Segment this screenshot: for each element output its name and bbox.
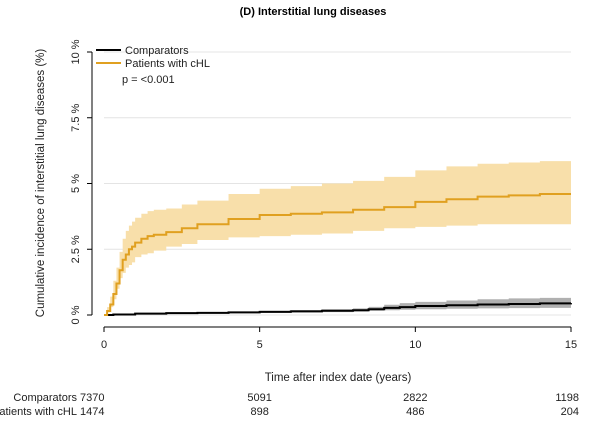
series-line-chl <box>104 193 571 316</box>
risk-row-label: Patients with cHL <box>0 406 77 418</box>
x-axis-label: Time after index date (years) <box>265 372 412 384</box>
series-line-comparators <box>104 302 572 316</box>
risk-value: 5091 <box>247 392 271 404</box>
x-tick-label: 0 <box>101 339 107 351</box>
risk-row-label: Comparators <box>13 392 77 404</box>
y-tick-label: 5 % <box>70 174 82 193</box>
y-axis-label: Cumulative incidence of interstitial lun… <box>35 49 47 318</box>
y-tick-label: 7.5 % <box>70 103 82 131</box>
legend-label-comparators: Comparators <box>125 45 189 57</box>
risk-value: 486 <box>406 406 424 418</box>
risk-value: 2822 <box>403 392 427 404</box>
risk-value: 1198 <box>555 392 579 404</box>
p-value-annotation: p = <0.001 <box>122 74 175 86</box>
risk-value: 1474 <box>80 406 104 418</box>
x-tick-label: 15 <box>565 339 577 351</box>
x-axis-ticks: 0 5 10 15 <box>101 327 577 351</box>
series-lines <box>104 193 572 316</box>
ci-band-comparators <box>104 297 571 315</box>
risk-table: Comparators 7370 5091 2822 1198 Patients with… <box>0 392 579 418</box>
chart-title: (D) Interstitial lung diseases <box>240 6 387 18</box>
x-tick-label: 10 <box>409 339 421 351</box>
ci-band-chl <box>104 161 571 315</box>
confidence-bands <box>104 161 571 315</box>
y-axis-ticks: 0 % 2.5 % 5 % 7.5 % 10 % <box>70 39 92 324</box>
legend-label-chl: Patients with cHL <box>125 58 210 70</box>
y-tick-label: 10 % <box>70 39 82 64</box>
y-tick-label: 2.5 % <box>70 235 82 263</box>
risk-value: 204 <box>561 406 579 418</box>
risk-value: 898 <box>250 406 268 418</box>
y-tick-label: 0 % <box>70 305 82 324</box>
risk-value: 7370 <box>80 392 104 404</box>
legend: Comparators Patients with cHL p = <0.001 <box>96 45 210 86</box>
x-tick-label: 5 <box>257 339 263 351</box>
